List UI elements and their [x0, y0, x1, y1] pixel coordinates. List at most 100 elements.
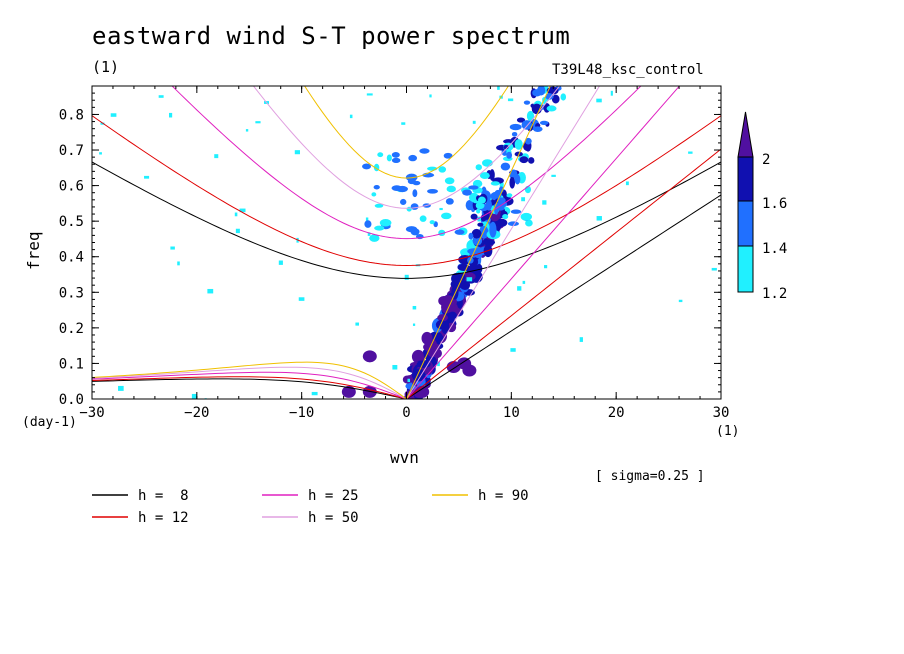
power-speckle	[404, 274, 409, 280]
power-blob	[545, 93, 554, 100]
rossby-curve	[92, 371, 407, 399]
gravity-curve	[92, 161, 721, 279]
power-speckle	[472, 120, 476, 124]
power-blob	[341, 385, 356, 398]
power-speckle	[466, 277, 473, 282]
y-tick-label: 0.6	[59, 179, 84, 195]
power-speckle	[551, 174, 556, 177]
power-speckle	[255, 121, 261, 124]
power-blob	[444, 177, 455, 185]
power-speckle	[191, 393, 198, 399]
power-blob	[539, 120, 549, 125]
power-blob	[468, 232, 474, 240]
colorbar-label: 1.4	[762, 241, 787, 257]
sigma-note: [ sigma=0.25 ]	[595, 469, 705, 484]
legend-label: h = 12	[138, 510, 189, 526]
rossby-curve	[92, 361, 407, 399]
power-blob	[532, 126, 543, 132]
power-blob	[477, 222, 484, 227]
y-tick-label: 0.2	[59, 321, 84, 337]
power-blob	[400, 198, 407, 206]
power-blob	[546, 105, 557, 112]
power-speckle	[392, 364, 398, 370]
colorbar-segment	[737, 245, 754, 293]
power-blob	[528, 157, 535, 164]
power-blob	[429, 220, 435, 225]
power-blob	[490, 181, 500, 186]
power-blob	[519, 156, 529, 164]
power-speckle	[497, 86, 500, 90]
y-tick-label: 0.1	[59, 356, 84, 372]
power-blob	[402, 375, 412, 384]
power-blob	[421, 331, 433, 345]
colorbar-segment	[737, 200, 754, 247]
power-blob	[446, 185, 456, 193]
power-speckle	[412, 305, 417, 310]
power-blob	[371, 192, 377, 197]
power-blob	[514, 139, 523, 150]
power-speckle	[401, 122, 406, 125]
power-blob	[462, 364, 477, 377]
power-blob	[419, 215, 427, 222]
y-tick-label: 0.8	[59, 107, 84, 123]
power-blob	[506, 151, 513, 159]
power-speckle	[429, 94, 432, 98]
rossby-curve	[92, 366, 407, 399]
run-number: (1)	[92, 58, 120, 76]
power-blob	[438, 166, 447, 173]
power-blob	[516, 117, 526, 123]
power-speckle	[711, 267, 717, 271]
power-speckle	[596, 216, 602, 221]
power-blob	[497, 197, 506, 204]
power-speckle	[294, 150, 300, 155]
power-blob	[410, 228, 420, 236]
x-axis-label: wvn	[390, 448, 419, 467]
power-blob	[470, 213, 478, 220]
power-blob	[509, 176, 516, 189]
rossby-curve	[92, 376, 407, 399]
y-tick-label: 0.3	[59, 285, 84, 301]
power-blob	[412, 189, 418, 198]
power-speckle	[688, 151, 693, 154]
colorbar-label: 2	[762, 152, 770, 168]
power-speckle	[235, 228, 240, 234]
power-blob	[427, 188, 439, 194]
power-speckle	[245, 129, 249, 132]
power-blob	[373, 184, 380, 190]
gravity-curve	[252, 86, 561, 209]
power-blob	[362, 350, 377, 363]
power-blob	[369, 234, 380, 242]
kelvin-curve	[406, 148, 721, 399]
power-speckle	[207, 288, 214, 294]
power-blob	[489, 221, 497, 238]
x-tick-label: 20	[608, 405, 625, 421]
power-blob	[475, 164, 482, 171]
y-tick-label: 0.0	[59, 392, 84, 408]
power-speckle	[625, 181, 629, 186]
power-blob	[364, 220, 372, 228]
power-blob	[412, 180, 421, 186]
power-speckle	[507, 98, 514, 102]
power-blob	[524, 137, 532, 145]
y-tick-label: 0.5	[59, 214, 84, 230]
power-blob	[523, 100, 531, 105]
power-speckle	[298, 297, 305, 301]
x-tick-label: −10	[289, 405, 314, 421]
power-speckle	[510, 348, 516, 352]
power-blob	[374, 225, 385, 231]
y-axis-unit: (day-1)	[22, 415, 77, 430]
power-blob	[454, 229, 465, 235]
kelvin-curve	[406, 86, 601, 399]
power-speckle	[214, 154, 219, 159]
kelvin-curve	[406, 194, 721, 399]
power-blob	[391, 185, 403, 192]
power-blob	[485, 199, 492, 211]
power-blob	[478, 196, 486, 204]
legend-label: h = 25	[308, 488, 359, 504]
x-axis-unit: (1)	[716, 424, 740, 439]
kelvin-curve	[406, 86, 551, 399]
power-speckle	[355, 322, 359, 326]
chart-title: eastward wind S-T power spectrum	[92, 22, 571, 50]
power-blob	[509, 169, 518, 178]
power-speckle	[477, 216, 482, 222]
